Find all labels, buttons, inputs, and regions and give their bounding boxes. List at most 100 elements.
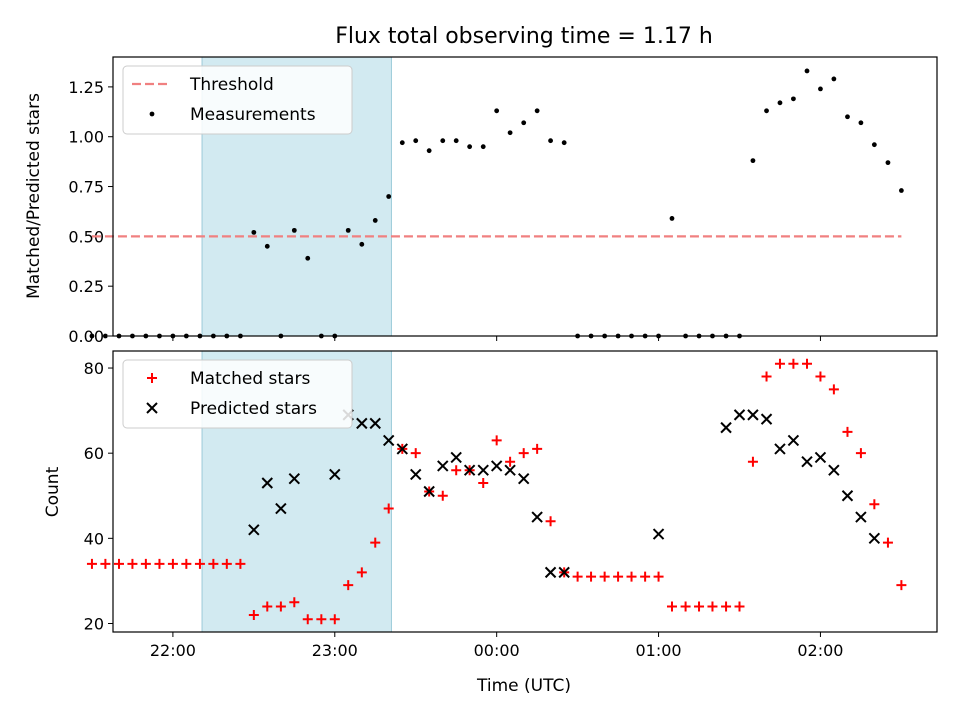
- bottom-legend-box: [122, 359, 353, 429]
- measurement-point: [548, 138, 553, 144]
- matched-star-point: [666, 601, 677, 612]
- x-tick-label-2: 00:00: [474, 641, 520, 660]
- measurement-point: [871, 142, 877, 148]
- predicted-star-point: [733, 409, 746, 421]
- measurement-point: [102, 333, 108, 339]
- top-legend: Threshold Measurements: [122, 65, 353, 135]
- predicted-star-point: [450, 451, 462, 464]
- measurement-point: [345, 227, 351, 233]
- top-y-tick-label-0: 0.00: [68, 327, 104, 346]
- measurement-point: [818, 86, 823, 92]
- measurement-point: [521, 120, 527, 126]
- top-legend-label-0: Threshold: [189, 75, 274, 95]
- matched-star-point: [100, 558, 111, 569]
- predicted-star-point: [275, 502, 287, 515]
- matched-star-point: [572, 571, 583, 582]
- matched-star-point: [262, 601, 273, 612]
- matched-star-point: [505, 456, 516, 467]
- matched-star-point: [626, 571, 637, 582]
- top-y-tick-label-2: 0.50: [68, 227, 104, 246]
- measurement-point: [413, 138, 419, 144]
- matched-star-point: [140, 558, 151, 569]
- predicted-star-point: [747, 409, 759, 421]
- x-tick-label-1: 23:00: [312, 641, 358, 660]
- top-y-axis-label: Matched/Predicted stars: [24, 93, 44, 299]
- measurement-point: [534, 108, 540, 114]
- count-panel: 22:00 23:00 00:00 01:00 02:00 20 40 60 80 Matched…: [84, 350, 938, 660]
- matched-star-point: [802, 358, 813, 369]
- measurement-point: [507, 130, 513, 136]
- predicted-star-point: [396, 443, 408, 455]
- measurement-point: [494, 108, 500, 114]
- matched-star-point: [653, 571, 664, 582]
- measurement-point: [561, 140, 567, 146]
- matched-star-point: [113, 558, 124, 569]
- matched-star-point: [370, 537, 381, 548]
- measurement-point: [386, 194, 392, 199]
- matched-star-point: [734, 601, 745, 612]
- predicted-star-point: [356, 417, 368, 430]
- predicted-star-point: [248, 524, 260, 536]
- bottom-y-tick-label-1: 40: [84, 529, 104, 548]
- measurement-point: [440, 138, 446, 144]
- predicted-star-point: [369, 417, 381, 430]
- predicted-star-point: [423, 485, 435, 498]
- matched-star-point: [545, 516, 556, 527]
- top-legend-box: [122, 65, 353, 135]
- bottom-y-axis-label: Count: [43, 466, 63, 517]
- predicted-star-point: [437, 460, 449, 472]
- matched-star-point: [599, 571, 610, 582]
- legend-matched-swatch: [147, 373, 157, 383]
- x-tick-label-0: 22:00: [150, 641, 196, 660]
- predicted-star-point: [477, 464, 489, 476]
- measurement-point: [372, 218, 378, 223]
- measurement-point: [804, 68, 810, 74]
- predicted-star-point: [720, 421, 732, 434]
- measurement-point: [453, 138, 459, 144]
- predicted-star-point: [855, 511, 867, 523]
- predicted-star-point: [531, 511, 543, 523]
- bottom-y-tick-label-0: 20: [84, 614, 104, 633]
- matched-star-point: [707, 601, 718, 612]
- matched-star-point: [329, 614, 340, 625]
- matched-star-point: [680, 601, 691, 612]
- measurement-point: [89, 333, 95, 339]
- predicted-star-point: [801, 455, 813, 468]
- measurement-point: [291, 227, 297, 233]
- measurement-point: [399, 140, 405, 146]
- measurement-point: [831, 76, 837, 82]
- x-tick-label-4: 02:00: [797, 641, 843, 660]
- top-axes-frame: [112, 56, 938, 337]
- bottom-legend-label-1: Predicted stars: [190, 399, 317, 419]
- predicted-star-point: [410, 468, 422, 481]
- matched-star-point: [248, 609, 259, 620]
- matched-star-point: [882, 537, 893, 548]
- matched-star-point: [478, 477, 489, 488]
- matched-star-point: [842, 426, 853, 437]
- predicted-star-point: [558, 566, 570, 579]
- predicted-star-point: [261, 477, 273, 489]
- matched-star-point: [289, 597, 300, 608]
- matched-star-point: [437, 490, 448, 501]
- x-tick-label-3: 01:00: [636, 641, 682, 660]
- matched-star-point: [154, 558, 165, 569]
- predicted-star-point: [382, 434, 395, 447]
- matched-star-point: [896, 580, 907, 591]
- measurement-point: [426, 148, 432, 154]
- matched-star-point: [828, 384, 839, 395]
- bottom-y-tick-label-2: 60: [84, 444, 104, 463]
- predicted-star-point: [463, 464, 476, 476]
- matched-star-point: [855, 448, 866, 459]
- bottom-legend: Matched stars Predicted stars: [122, 359, 353, 429]
- matched-star-point: [302, 614, 313, 625]
- bottom-legend-label-0: Matched stars: [190, 369, 310, 389]
- matched-star-point: [640, 571, 651, 582]
- legend-predicted-swatch: [146, 402, 158, 414]
- measurement-point: [845, 114, 850, 120]
- matched-star-point: [788, 358, 799, 369]
- measurement-point: [750, 158, 756, 164]
- top-legend-label-1: Measurements: [190, 105, 316, 125]
- matched-star-point: [586, 571, 597, 582]
- matched-star-point: [613, 571, 624, 582]
